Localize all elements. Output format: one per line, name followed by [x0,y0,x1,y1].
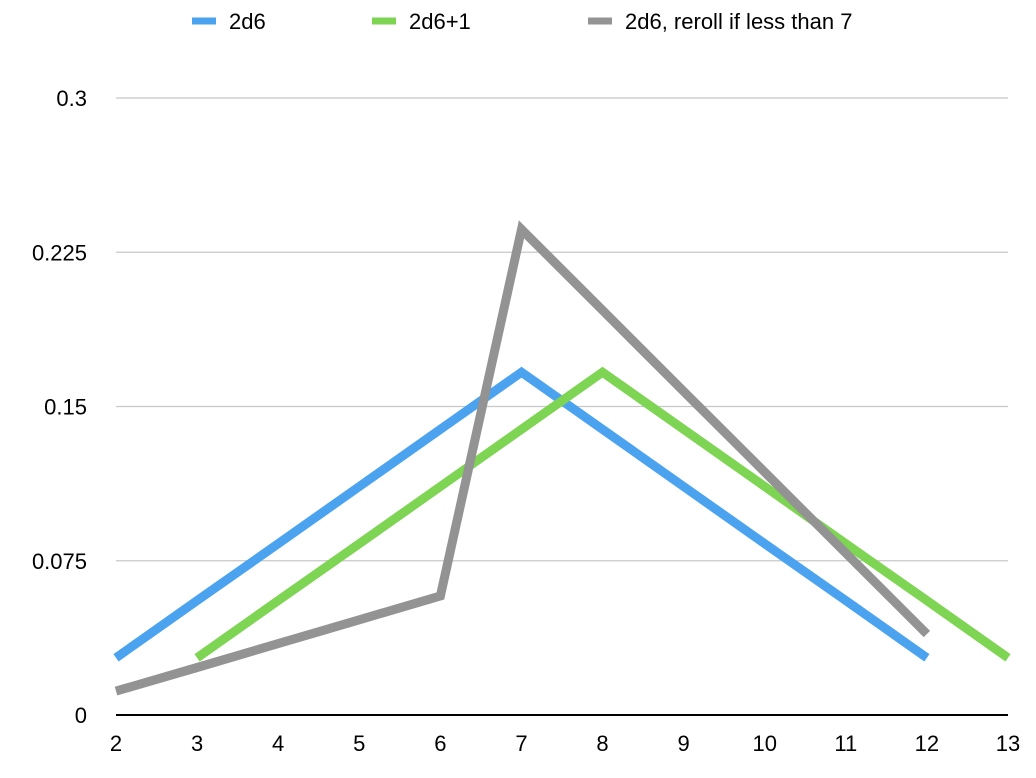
y-tick-label: 0.075 [32,549,87,574]
x-tick-label: 8 [596,731,608,756]
series-line-2 [114,220,931,696]
y-axis-labels: 0 0.075 0.15 0.225 0.3 [32,86,87,728]
legend-label: 2d6, reroll if less than 7 [625,9,852,34]
x-tick-label: 9 [678,731,690,756]
x-tick-label: 2 [110,731,122,756]
x-tick-label: 12 [915,731,939,756]
legend: 2d6 2d6+1 2d6, reroll if less than 7 [192,9,852,34]
series-line-1 [194,366,1011,662]
x-tick-label: 7 [515,731,527,756]
y-tick-label: 0.225 [32,240,87,265]
x-tick-label: 4 [272,731,284,756]
x-tick-label: 5 [353,731,365,756]
x-tick-label: 6 [434,731,446,756]
y-tick-label: 0.3 [56,86,87,111]
x-tick-label: 3 [191,731,203,756]
y-tick-label: 0.15 [44,395,87,420]
y-tick-label: 0 [75,703,87,728]
legend-label: 2d6+1 [409,9,471,34]
x-tick-label: 11 [834,731,857,756]
x-axis-labels: 2 3 4 5 6 7 8 9 10 11 12 13 [110,731,1020,756]
series-lines [113,220,1011,696]
series-line-0 [113,366,930,662]
gridlines [116,97,1008,562]
x-tick-label: 13 [996,731,1020,756]
x-tick-label: 10 [752,731,776,756]
legend-label: 2d6 [229,9,266,34]
